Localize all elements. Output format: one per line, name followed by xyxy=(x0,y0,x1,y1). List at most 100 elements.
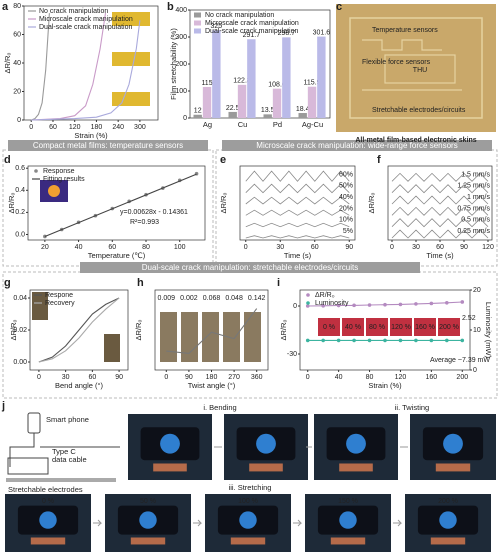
lane-label: 0.75 mm/s xyxy=(457,205,490,212)
x-tick-label: 60 xyxy=(88,374,96,381)
bar xyxy=(317,36,326,118)
x-tick-label: 100 xyxy=(174,244,186,251)
x-tick-label: 0 xyxy=(306,374,310,381)
photo xyxy=(160,312,177,362)
value-label: 0.142 xyxy=(248,295,266,302)
screen-icon xyxy=(346,433,366,454)
header-box xyxy=(222,140,492,151)
header-box xyxy=(8,140,208,151)
point xyxy=(429,338,434,343)
lane-label: 1.5 mm/s xyxy=(461,171,490,178)
screen-icon xyxy=(443,433,463,454)
value-label: 18.4 xyxy=(296,106,310,113)
panel-label: d xyxy=(4,154,11,166)
point xyxy=(321,338,325,343)
y-tick-label: 80 xyxy=(13,3,21,10)
value-label: 122.8 xyxy=(233,78,251,85)
bar xyxy=(298,113,307,118)
series-line xyxy=(166,308,258,354)
x-tick-label: 60 xyxy=(311,244,319,251)
y-tick-label: 0.00 xyxy=(13,359,27,366)
circuit xyxy=(362,39,462,91)
panel-label: f xyxy=(377,154,381,166)
point xyxy=(429,301,434,306)
y-tick-label: 0.4 xyxy=(15,187,25,194)
y-tick-label: 0 xyxy=(183,115,187,122)
circuit-strip xyxy=(30,537,66,545)
legend-label: Microscale crack manipulation xyxy=(205,20,299,27)
y-tick-label: 20 xyxy=(13,88,21,95)
photo-label: Flexible force sensors xyxy=(362,59,431,66)
panel-label: j xyxy=(1,400,5,412)
annotation: R²=0.993 xyxy=(130,219,159,226)
legend-label: Response xyxy=(43,168,75,175)
plot-frame xyxy=(239,165,356,241)
point xyxy=(383,338,387,343)
lane-label: 0.5 mm/s xyxy=(461,217,490,224)
circuit xyxy=(384,54,456,84)
strain-label: 50 % xyxy=(140,498,156,505)
x-tick-label: 0 xyxy=(37,374,41,381)
signal xyxy=(245,196,350,205)
x-tick-label: 30 xyxy=(412,244,420,251)
legend-label: Respone xyxy=(45,292,73,299)
x-tick-label: 90 xyxy=(345,244,353,251)
bar xyxy=(247,39,256,119)
arrow xyxy=(93,519,103,527)
circuit-icon xyxy=(7,457,49,475)
lane-label: 1.25 mm/s xyxy=(457,183,490,190)
signal xyxy=(245,235,350,239)
screen-icon xyxy=(239,511,257,529)
photo xyxy=(104,334,120,362)
diagram-label: Smart phone xyxy=(46,415,89,424)
x-tick-label: Ag xyxy=(203,120,212,129)
signal xyxy=(245,222,350,228)
y-tick-label: 0 xyxy=(17,117,21,124)
point xyxy=(398,338,403,343)
bar xyxy=(202,86,212,118)
screen-icon xyxy=(160,433,180,454)
strain-label: 100 % xyxy=(238,498,258,505)
point xyxy=(305,304,310,308)
circuit-strip xyxy=(230,537,266,545)
screen-icon xyxy=(339,511,357,529)
photo xyxy=(32,292,48,320)
series-line xyxy=(31,13,50,121)
point xyxy=(460,338,465,343)
legend-label: Dual-scale crack manipulation xyxy=(205,28,298,35)
x-axis-label: Time (s) xyxy=(426,251,454,260)
x-tick-label: 40 xyxy=(75,244,83,251)
point xyxy=(414,302,418,306)
y-axis-label: ΔR/R₀ xyxy=(279,319,288,340)
x-axis-label: Temperature (℃) xyxy=(88,251,146,260)
circuit-strip xyxy=(339,463,373,472)
header: Microscale crack manipulation: wide-rang… xyxy=(256,141,457,150)
photo-label: 160 % xyxy=(415,324,435,331)
photo-label: 40 % xyxy=(345,324,361,331)
photo xyxy=(438,318,460,336)
value-label: 12 xyxy=(194,108,202,115)
x-tick-label: 180 xyxy=(91,124,103,131)
signal xyxy=(391,184,489,194)
x-tick-label: 160 xyxy=(426,374,438,381)
lane-label: 50% xyxy=(339,183,353,190)
x-tick-label: 90 xyxy=(460,244,468,251)
circuit-strip xyxy=(430,537,466,545)
diagram-label: Stretchable electrodes xyxy=(8,485,83,494)
value-label: 325 xyxy=(211,23,223,30)
y-tick-label: 0 xyxy=(293,303,297,310)
bar xyxy=(272,88,282,118)
diagram-label: Type C xyxy=(52,447,76,456)
x-tick-label: 40 xyxy=(335,374,343,381)
series-line xyxy=(38,297,120,363)
y2-tick-label: 10 xyxy=(473,327,481,334)
value-label: 22.5 xyxy=(226,105,240,112)
legend-swatch xyxy=(194,12,201,18)
legend-swatch xyxy=(34,169,38,173)
signal xyxy=(391,218,489,228)
header: Compact metal films: temperature sensors xyxy=(33,141,183,150)
panel-label: b xyxy=(167,1,174,13)
x-axis-label: Time (s) xyxy=(284,251,312,260)
panel-label: h xyxy=(137,277,144,289)
y2-tick-label: 0 xyxy=(473,367,477,374)
